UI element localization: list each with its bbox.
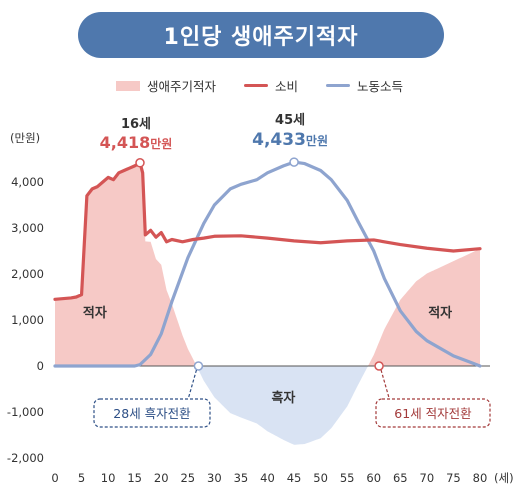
deficit-transition-marker [374, 361, 384, 371]
peak-consumption-value: 4,418만원 [100, 133, 173, 152]
deficit-transition-box [375, 398, 491, 428]
deficit-transition-leader [380, 369, 390, 399]
y-tick-label: 3,000 [11, 221, 44, 235]
legend-label-consumption: 소비 [275, 79, 299, 94]
x-tick-label: 45 [287, 471, 302, 485]
surplus-transition-marker [193, 361, 204, 371]
x-tick-label: 40 [260, 471, 275, 485]
x-tick-label: 25 [180, 471, 195, 485]
x-tick-label: 15 [127, 471, 142, 485]
y-tick-label: -2,000 [7, 451, 44, 465]
y-tick-label: 1,000 [11, 313, 44, 327]
y-tick-label: -1,000 [7, 405, 44, 419]
surplus-area [55, 366, 480, 445]
legend-label-deficit: 생애주기적자 [147, 79, 217, 94]
surplus-transition-label: 28세 흑자전환 [113, 406, 191, 421]
x-tick-label: 5 [78, 471, 85, 485]
x-tick-label: 55 [340, 471, 355, 485]
peak-income-marker [289, 157, 299, 167]
x-tick-label: 50 [313, 471, 328, 485]
surplus-transition-leader [187, 369, 198, 399]
x-tick-label: 30 [207, 471, 222, 485]
legend-item-consumption: 소비 [244, 76, 298, 95]
deficit-area [55, 164, 480, 366]
legend-swatch-deficit [116, 80, 140, 91]
x-tick-label: 80 [473, 471, 488, 485]
deficit-transition-label: 61세 적자전환 [394, 406, 472, 421]
peak-income-value: 4,433만원 [252, 130, 328, 150]
x-tick-label: 65 [393, 471, 408, 485]
consumption-line [53, 161, 482, 301]
x-tick-label: 10 [101, 471, 116, 485]
surplus-label: 흑자 [271, 390, 295, 406]
surplus-transition-box [93, 398, 211, 428]
x-tick-label: 70 [420, 471, 435, 485]
peak-consumption-marker [135, 158, 145, 168]
x-axis-label: (세) [494, 471, 514, 485]
y-tick-label: 0 [37, 359, 44, 373]
x-tick-label: 60 [366, 471, 381, 485]
legend-swatch-consumption [244, 84, 269, 87]
legend-swatch-labor-income [326, 84, 351, 87]
legend-label-labor-income: 노동소득 [357, 79, 404, 94]
x-tick-label: 35 [234, 471, 249, 485]
peak-consumption-age: 16세 [121, 117, 151, 132]
y-tick-label: 4,000 [11, 175, 44, 189]
legend-item-deficit: 생애주기적자 [116, 76, 216, 95]
legend: 생애주기적자 소비 노동소득 [116, 76, 431, 95]
deficit-label-left: 적자 [83, 305, 107, 321]
deficit-label-right: 적자 [428, 305, 452, 321]
y-tick-label: 2,000 [11, 267, 44, 281]
chart-title: 1인당 생애주기적자 [78, 12, 444, 58]
x-tick-label: 75 [446, 471, 461, 485]
x-tick-label: 0 [51, 471, 58, 485]
peak-income-age: 45세 [275, 113, 305, 128]
y-axis-label: (만원) [10, 131, 40, 145]
x-tick-label: 20 [154, 471, 169, 485]
legend-item-labor-income: 노동소득 [326, 76, 403, 95]
labor-income-line [53, 160, 482, 368]
